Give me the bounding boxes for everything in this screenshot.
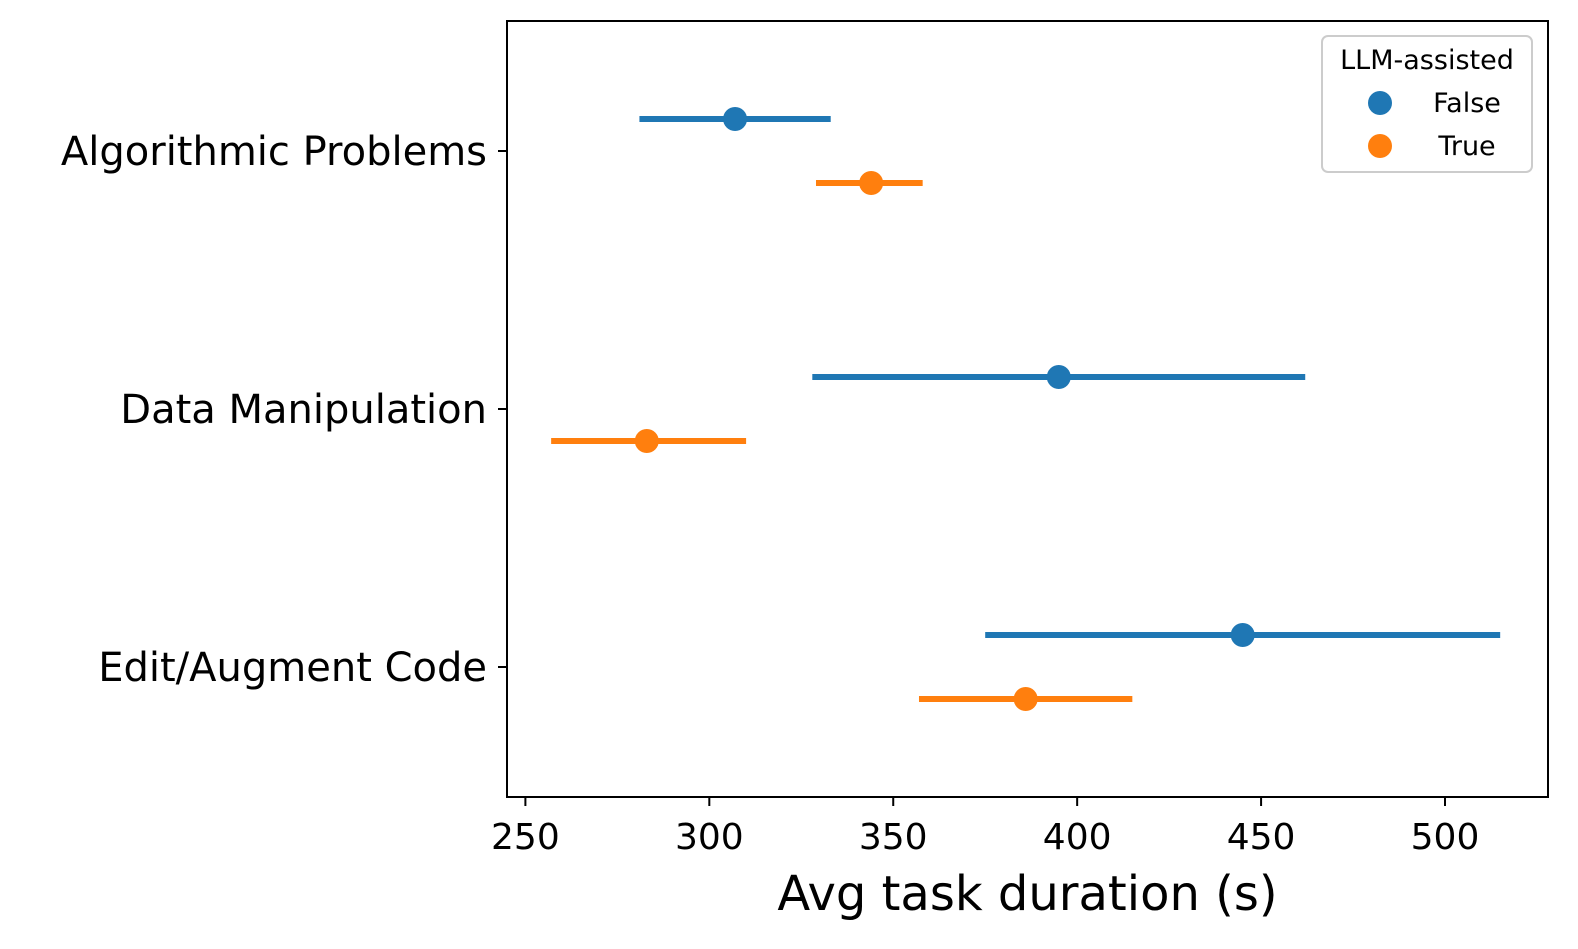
chart-marks xyxy=(551,107,1501,711)
y-tick-label: Data Manipulation xyxy=(120,387,487,433)
data-point xyxy=(634,429,659,453)
y-axis: Algorithmic Problems Data Manipulation Edi… xyxy=(61,129,507,691)
data-point xyxy=(1046,365,1071,389)
x-axis-label: Avg task duration (s) xyxy=(777,866,1277,922)
x-axis: 250 300 350 400 450 500 xyxy=(491,797,1479,858)
x-tick-label: 450 xyxy=(1227,817,1296,858)
data-point xyxy=(723,107,748,131)
legend-title: LLM-assisted xyxy=(1340,45,1514,76)
legend-label: True xyxy=(1437,131,1495,162)
y-tick-label: Edit/Augment Code xyxy=(98,645,487,691)
legend-marker xyxy=(1368,134,1392,158)
legend-label: False xyxy=(1433,88,1501,119)
data-point xyxy=(1013,687,1038,711)
data-point xyxy=(859,171,884,195)
y-tick-label: Algorithmic Problems xyxy=(61,129,487,175)
legend-marker xyxy=(1368,91,1392,115)
x-tick-label: 250 xyxy=(491,817,560,858)
x-tick-label: 400 xyxy=(1043,817,1112,858)
x-tick-label: 500 xyxy=(1411,817,1480,858)
legend: LLM-assisted False True xyxy=(1321,35,1533,173)
x-tick-label: 300 xyxy=(675,817,744,858)
data-point xyxy=(1230,623,1255,647)
x-tick-label: 350 xyxy=(859,817,928,858)
